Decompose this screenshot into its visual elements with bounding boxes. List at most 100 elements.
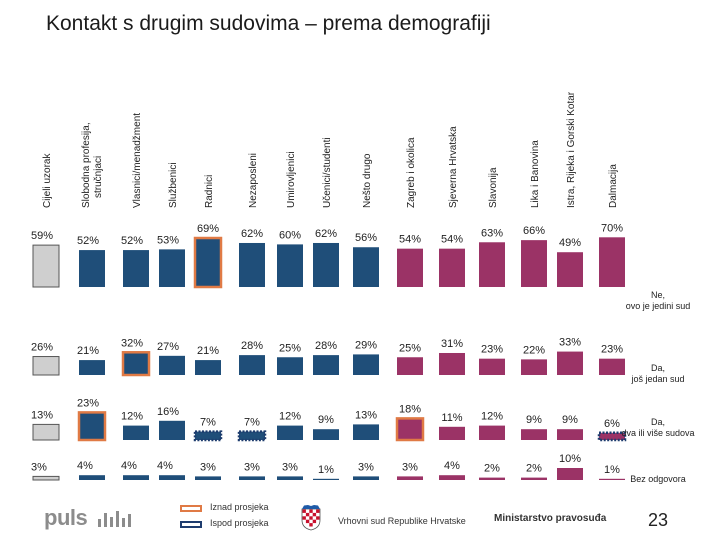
value-label-3-nezaposleni: 7% <box>244 417 260 429</box>
bar-3-dalmacija <box>597 431 627 442</box>
bar-3-lika-i-banovina <box>521 429 547 440</box>
category-label-slobodna-profesija-strucnjaci: Slobodna profesija,stručnjaci <box>81 122 104 208</box>
value-label-2-istra-rijeka-i-gorski-kotar: 33% <box>559 337 581 349</box>
bar-3-nezaposleni <box>237 430 267 442</box>
chart: Cijeli uzorak Slobodna profesija,stručnja… <box>31 91 695 484</box>
value-label-2-nesto-drugo: 29% <box>355 339 377 351</box>
value-label-4-radnici: 3% <box>200 461 216 473</box>
category-label-slavonija: Slavonija <box>488 167 499 208</box>
value-label-1-slobodna-profesija-strucnjaci: 52% <box>77 235 99 247</box>
value-label-1-slavonija: 63% <box>481 227 503 239</box>
court-name: Vrhovni sud Republike Hrvatske <box>338 516 466 526</box>
value-label-2-lika-i-banovina: 22% <box>523 344 545 356</box>
value-label-1-nesto-drugo: 56% <box>355 232 377 244</box>
bar-3-ucenici-studenti <box>313 429 339 440</box>
bar-1-nesto-drugo <box>353 247 379 287</box>
category-label-istra-rijeka-i-gorski-kotar: Istra, Rijeka i Gorski Kotar <box>566 91 577 208</box>
bar-1-lika-i-banovina <box>521 240 547 287</box>
bar-2-cijeli-uzorak <box>32 356 60 376</box>
bar-4-ucenici-studenti <box>313 478 339 480</box>
bar-1-ucenici-studenti <box>313 242 339 287</box>
value-label-3-umirovljenici: 12% <box>279 411 301 423</box>
value-label-3-vlasnici-menadzment: 12% <box>121 411 143 423</box>
legend-label-above: Iznad prosjeka <box>210 502 269 512</box>
category-label-sjeverna-hrvatska: Sjeverna Hrvatska <box>448 126 459 208</box>
row-label-1: Ne, ovo je jedini sud <box>626 290 691 311</box>
bar-1-istra-rijeka-i-gorski-kotar <box>557 252 583 287</box>
category-label-cijeli-uzorak: Cijeli uzorak <box>42 153 53 208</box>
puls-logo-bars <box>98 509 138 527</box>
bar-4-dalmacija <box>599 478 625 480</box>
value-label-3-dalmacija: 6% <box>604 418 620 430</box>
category-label-umirovljenici: Umirovljenici <box>286 151 297 208</box>
value-label-4-slobodna-profesija-strucnjaci: 4% <box>77 460 93 472</box>
value-label-4-nesto-drugo: 3% <box>358 461 374 473</box>
value-label-1-umirovljenici: 60% <box>279 229 301 241</box>
value-label-4-istra-rijeka-i-gorski-kotar: 10% <box>559 453 581 465</box>
value-label-3-radnici: 7% <box>200 417 216 429</box>
value-label-1-radnici: 69% <box>197 223 219 235</box>
legend-item-below: Ispod prosjeka <box>180 518 290 532</box>
value-label-1-sjeverna-hrvatska: 54% <box>441 234 463 246</box>
value-label-4-sjeverna-hrvatska: 4% <box>444 460 460 472</box>
bar-3-slobodna-profesija-strucnjaci <box>77 411 107 442</box>
value-label-2-vlasnici-menadzment: 32% <box>121 337 143 349</box>
bar-3-sluzbenici <box>159 420 185 440</box>
bar-1-slavonija <box>479 242 505 287</box>
bar-2-umirovljenici <box>277 357 303 375</box>
bar-2-sjeverna-hrvatska <box>439 352 465 375</box>
legend-label-below: Ispod prosjeka <box>210 518 269 528</box>
value-label-2-dalmacija: 23% <box>601 344 623 356</box>
value-label-1-vlasnici-menadzment: 52% <box>121 235 143 247</box>
value-label-3-cijeli-uzorak: 13% <box>31 409 53 421</box>
bar-4-nezaposleni <box>239 476 265 480</box>
croatian-crest-icon <box>301 505 321 531</box>
bar-3-vlasnici-menadzment <box>123 425 149 440</box>
value-label-1-nezaposleni: 62% <box>241 228 263 240</box>
bar-3-nesto-drugo <box>353 424 379 440</box>
bar-2-lika-i-banovina <box>521 359 547 375</box>
bar-4-slavonija <box>479 477 505 480</box>
bar-3-slavonija <box>479 425 505 440</box>
bar-2-slobodna-profesija-strucnjaci <box>79 360 105 375</box>
value-label-3-sluzbenici: 16% <box>157 406 179 418</box>
value-label-1-lika-i-banovina: 66% <box>523 225 545 237</box>
category-label-sluzbenici: Službenici <box>168 162 179 208</box>
bar-3-zagreb-i-okolica <box>395 417 425 442</box>
value-label-1-sluzbenici: 53% <box>157 234 179 246</box>
bar-3-umirovljenici <box>277 425 303 440</box>
page-number: 23 <box>648 510 669 530</box>
value-label-3-lika-i-banovina: 9% <box>526 414 542 426</box>
category-label-vlasnici-menadzment: Vlasnici/menadžment <box>132 113 143 208</box>
puls-logo: puls <box>44 505 88 530</box>
value-label-3-sjeverna-hrvatska: 11% <box>441 412 462 424</box>
value-label-2-slavonija: 23% <box>481 344 503 356</box>
value-label-2-slobodna-profesija-strucnjaci: 21% <box>77 345 99 357</box>
row-label-4: Bez odgovora <box>630 474 686 484</box>
bar-2-nezaposleni <box>239 355 265 375</box>
value-label-2-ucenici-studenti: 28% <box>315 340 337 352</box>
bar-4-cijeli-uzorak <box>32 475 60 481</box>
bar-4-sluzbenici <box>159 475 185 480</box>
bar-3-radnici <box>193 430 223 442</box>
value-label-3-istra-rijeka-i-gorski-kotar: 9% <box>562 414 578 426</box>
value-label-4-dalmacija: 1% <box>604 464 620 476</box>
bar-4-radnici <box>195 476 221 480</box>
bar-4-lika-i-banovina <box>521 477 547 480</box>
value-label-4-sluzbenici: 4% <box>157 460 173 472</box>
value-label-2-sluzbenici: 27% <box>157 341 179 353</box>
value-label-4-ucenici-studenti: 1% <box>318 464 334 476</box>
bar-2-istra-rijeka-i-gorski-kotar <box>557 351 583 375</box>
category-label-nezaposleni: Nezaposleni <box>248 153 259 208</box>
bar-1-slobodna-profesija-strucnjaci <box>79 250 105 287</box>
bar-4-istra-rijeka-i-gorski-kotar <box>557 468 583 480</box>
bar-1-vlasnici-menadzment <box>123 250 149 287</box>
bar-4-zagreb-i-okolica <box>397 476 423 480</box>
category-label-dalmacija: Dalmacija <box>608 164 619 208</box>
bar-1-nezaposleni <box>239 242 265 287</box>
value-label-1-zagreb-i-okolica: 54% <box>399 234 421 246</box>
value-label-4-vlasnici-menadzment: 4% <box>121 460 137 472</box>
value-label-3-zagreb-i-okolica: 18% <box>399 403 421 415</box>
bar-4-slobodna-profesija-strucnjaci <box>79 475 105 480</box>
bar-4-nesto-drugo <box>353 476 379 480</box>
